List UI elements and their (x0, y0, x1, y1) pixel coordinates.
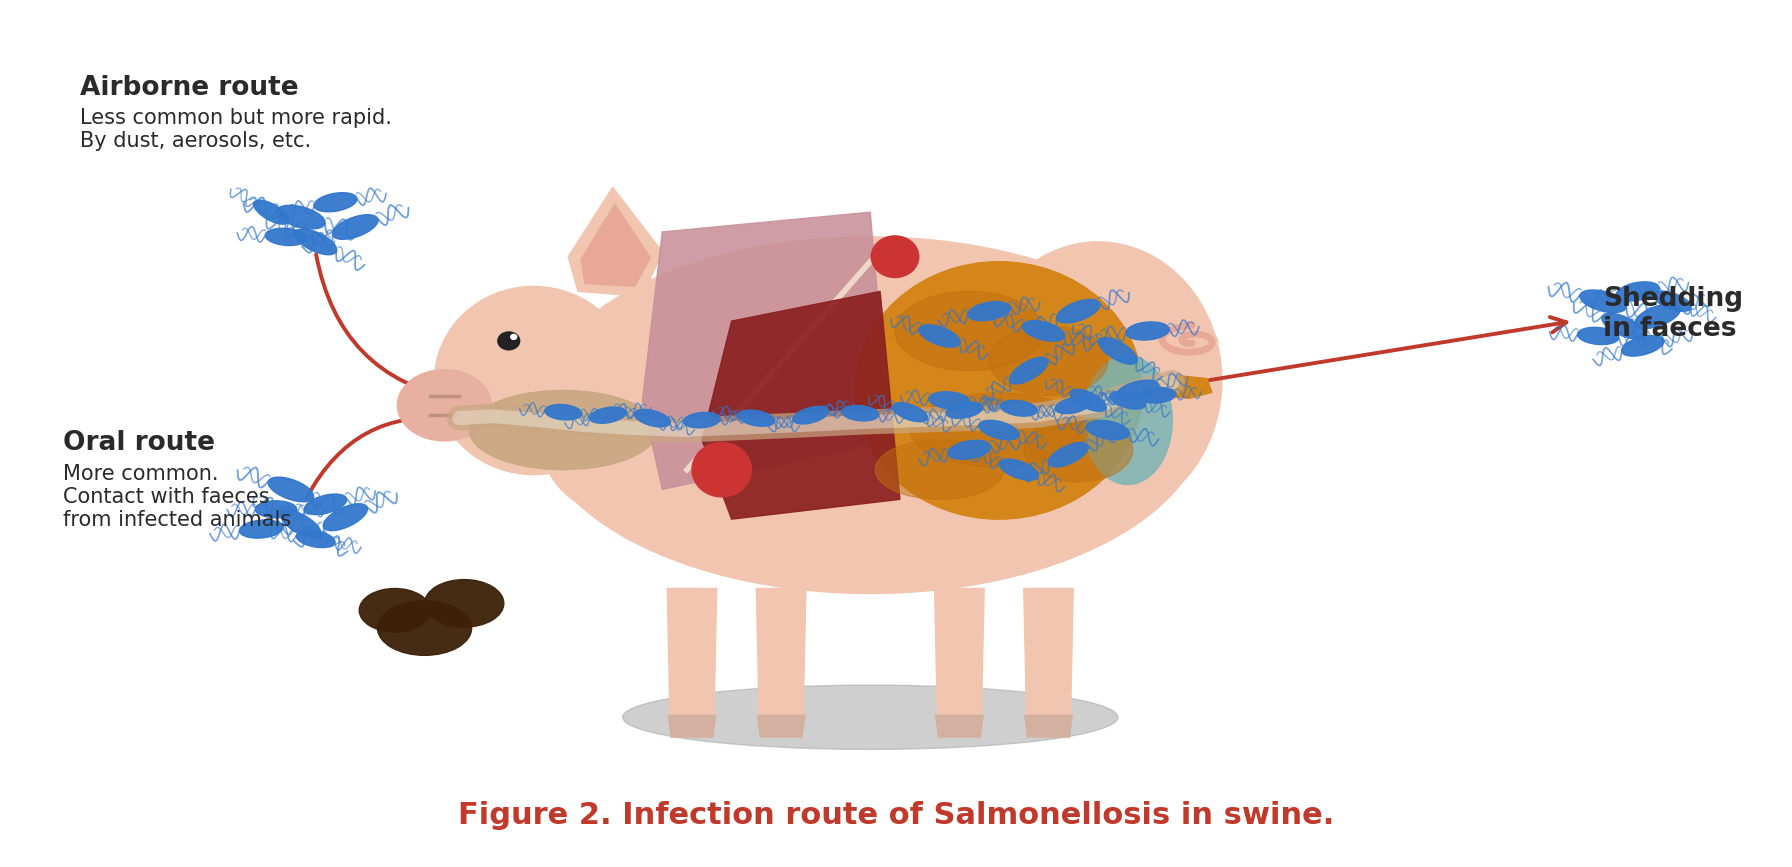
Polygon shape (333, 215, 378, 239)
Polygon shape (265, 228, 306, 245)
Polygon shape (792, 407, 828, 424)
Polygon shape (1140, 388, 1176, 403)
Polygon shape (1125, 322, 1168, 340)
Polygon shape (1109, 392, 1145, 409)
Polygon shape (276, 205, 324, 229)
Polygon shape (1025, 715, 1072, 737)
Polygon shape (1577, 328, 1618, 344)
Ellipse shape (1082, 355, 1172, 485)
Ellipse shape (894, 291, 1043, 370)
Polygon shape (758, 715, 805, 737)
Polygon shape (1000, 459, 1039, 480)
Polygon shape (1009, 357, 1048, 384)
Ellipse shape (871, 236, 919, 277)
Polygon shape (634, 409, 670, 427)
Polygon shape (581, 205, 650, 286)
Polygon shape (946, 402, 982, 419)
Polygon shape (545, 405, 582, 420)
Text: Oral route: Oral route (63, 430, 215, 456)
Polygon shape (948, 440, 991, 460)
Polygon shape (240, 520, 283, 538)
Polygon shape (1098, 337, 1138, 364)
Polygon shape (1158, 375, 1211, 398)
Polygon shape (643, 212, 891, 490)
Polygon shape (323, 504, 367, 531)
Polygon shape (892, 402, 928, 421)
Ellipse shape (534, 237, 1208, 593)
Ellipse shape (470, 390, 658, 470)
Polygon shape (280, 510, 321, 538)
Polygon shape (296, 531, 335, 548)
Polygon shape (269, 477, 314, 502)
Polygon shape (305, 494, 346, 515)
Ellipse shape (378, 601, 471, 655)
Ellipse shape (692, 442, 751, 497)
Polygon shape (1055, 397, 1091, 414)
Ellipse shape (989, 326, 1107, 395)
Text: Shedding
in faeces: Shedding in faeces (1604, 286, 1744, 342)
Polygon shape (702, 291, 900, 519)
Ellipse shape (622, 685, 1118, 749)
Ellipse shape (874, 440, 1004, 499)
Polygon shape (683, 413, 720, 427)
Polygon shape (1070, 389, 1106, 411)
Polygon shape (1654, 291, 1692, 311)
Polygon shape (978, 420, 1020, 440)
Polygon shape (1086, 420, 1129, 440)
Ellipse shape (425, 579, 504, 627)
Polygon shape (294, 229, 337, 255)
Polygon shape (919, 325, 961, 347)
Polygon shape (1616, 282, 1659, 301)
Text: Airborne route: Airborne route (81, 75, 299, 101)
Ellipse shape (534, 311, 672, 509)
Polygon shape (1622, 336, 1665, 356)
Text: More common.
Contact with faeces
from infected animals: More common. Contact with faeces from in… (63, 464, 292, 530)
Ellipse shape (910, 393, 1088, 467)
Text: Less common but more rapid.
By dust, aerosols, etc.: Less common but more rapid. By dust, aer… (81, 108, 392, 152)
Polygon shape (968, 302, 1011, 321)
Polygon shape (842, 406, 878, 420)
Polygon shape (568, 187, 663, 297)
Polygon shape (756, 589, 806, 727)
Polygon shape (254, 200, 289, 225)
Polygon shape (1057, 299, 1100, 323)
Polygon shape (1048, 442, 1088, 467)
Ellipse shape (1023, 418, 1133, 482)
Polygon shape (738, 410, 774, 427)
Polygon shape (1581, 290, 1627, 313)
Polygon shape (1116, 380, 1159, 401)
Ellipse shape (975, 242, 1222, 519)
Polygon shape (1634, 303, 1681, 329)
Polygon shape (1602, 313, 1643, 339)
Polygon shape (256, 501, 297, 518)
Ellipse shape (498, 332, 520, 349)
Polygon shape (1000, 401, 1038, 416)
Polygon shape (1023, 321, 1064, 342)
Polygon shape (935, 589, 984, 727)
Ellipse shape (434, 286, 633, 474)
Polygon shape (590, 407, 625, 423)
Polygon shape (668, 715, 715, 737)
Polygon shape (935, 715, 984, 737)
Polygon shape (928, 392, 969, 409)
Text: Figure 2. Infection route of Salmonellosis in swine.: Figure 2. Infection route of Salmonellos… (457, 801, 1335, 831)
Polygon shape (314, 192, 357, 212)
Ellipse shape (855, 262, 1143, 519)
Ellipse shape (398, 369, 491, 441)
Ellipse shape (358, 589, 430, 632)
Ellipse shape (511, 335, 516, 339)
Polygon shape (667, 589, 717, 727)
Polygon shape (1023, 589, 1073, 727)
